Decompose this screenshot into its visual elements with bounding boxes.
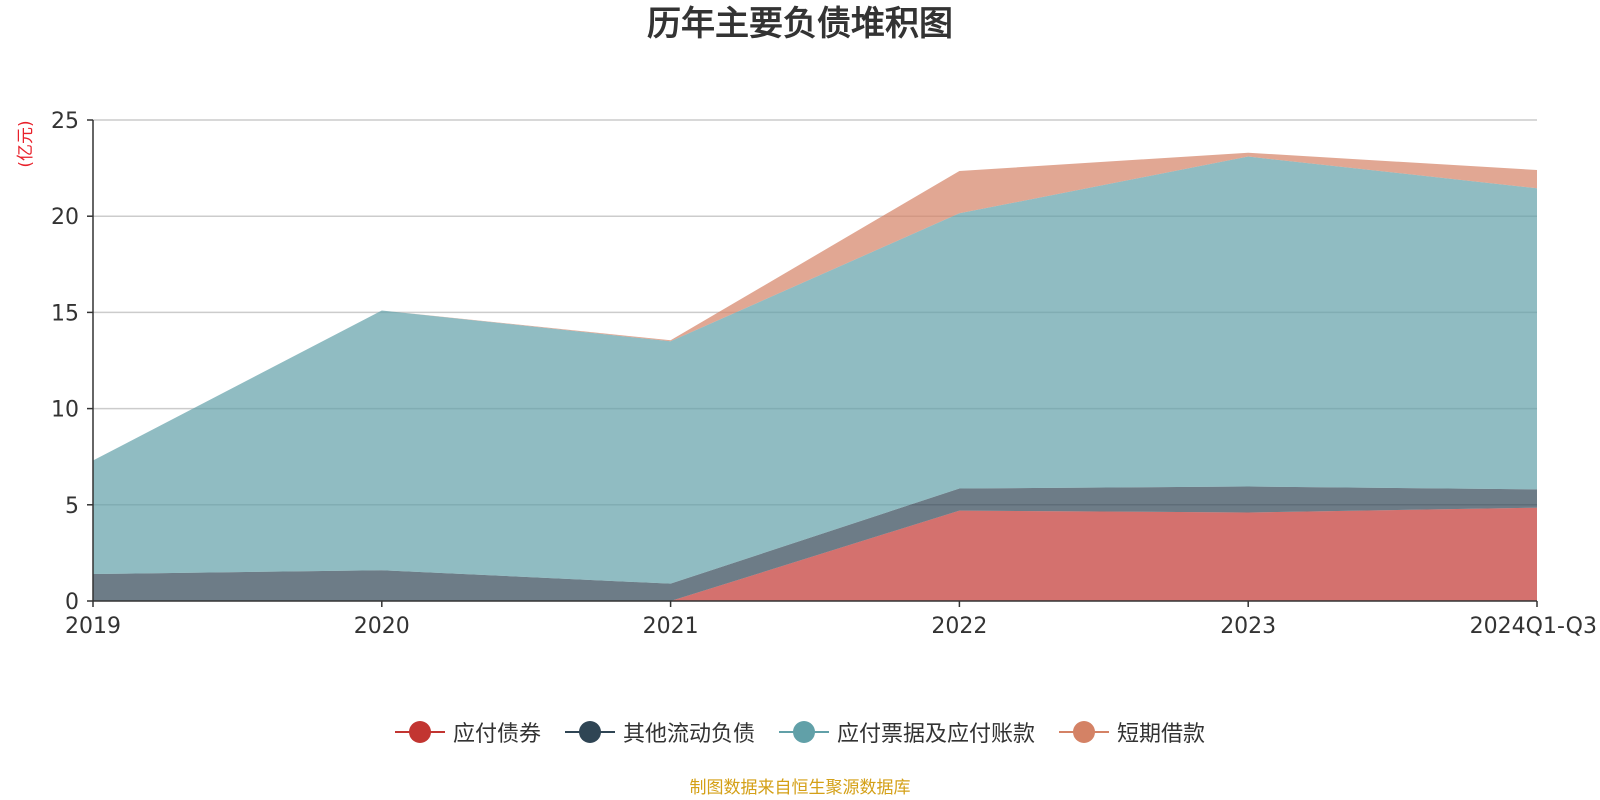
y-tick-label: 10 — [51, 398, 79, 423]
series-area-2 — [93, 486, 1537, 601]
x-tick-label: 2020 — [354, 614, 410, 639]
stacked-areas — [93, 152, 1537, 601]
x-tick-label: 2021 — [643, 614, 699, 639]
y-tick-label: 20 — [51, 205, 79, 230]
legend-marker — [564, 719, 615, 745]
y-tick-label: 5 — [65, 494, 79, 519]
y-tick-label: 15 — [51, 301, 79, 326]
x-tick-label: 2019 — [65, 614, 121, 639]
legend-label: 应付债券 — [452, 722, 541, 747]
x-tick-label: 2024Q1-Q3 — [1470, 614, 1597, 639]
source-note: 制图数据来自恒生聚源数据库 — [689, 778, 911, 798]
x-tick-label: 2023 — [1220, 614, 1276, 639]
chart-title: 历年主要负债堆积图 — [647, 4, 953, 44]
x-tick-label: 2022 — [931, 614, 987, 639]
legend-item-3[interactable]: 应付票据及应付账款 — [779, 716, 1035, 748]
legend-marker — [779, 719, 829, 745]
legend-item-2[interactable]: 其他流动负债 — [564, 716, 755, 748]
legend-label: 应付票据及应付账款 — [837, 722, 1036, 747]
y-tick-label: 25 — [51, 109, 79, 134]
y-axis-unit-label: (亿元) — [16, 120, 36, 167]
legend-item-4[interactable]: 短期借款 — [1059, 716, 1205, 748]
legend-item-1[interactable]: 应付债券 — [394, 716, 541, 748]
legend-label: 其他流动负债 — [622, 722, 755, 747]
y-tick-label: 0 — [65, 590, 79, 615]
legend-label: 短期借款 — [1117, 722, 1206, 747]
legend: 应付债券 其他流动负债 应付票据及应付账款 短期借款 — [0, 716, 1600, 748]
series-area-3 — [93, 156, 1537, 584]
legend-marker — [1059, 719, 1110, 745]
series-area-1 — [93, 507, 1537, 601]
axes: 0 5 10 15 20 25 2019 2020 2021 2022 2023 2024Q1-Q3 — [51, 109, 1597, 639]
legend-marker — [394, 719, 445, 745]
